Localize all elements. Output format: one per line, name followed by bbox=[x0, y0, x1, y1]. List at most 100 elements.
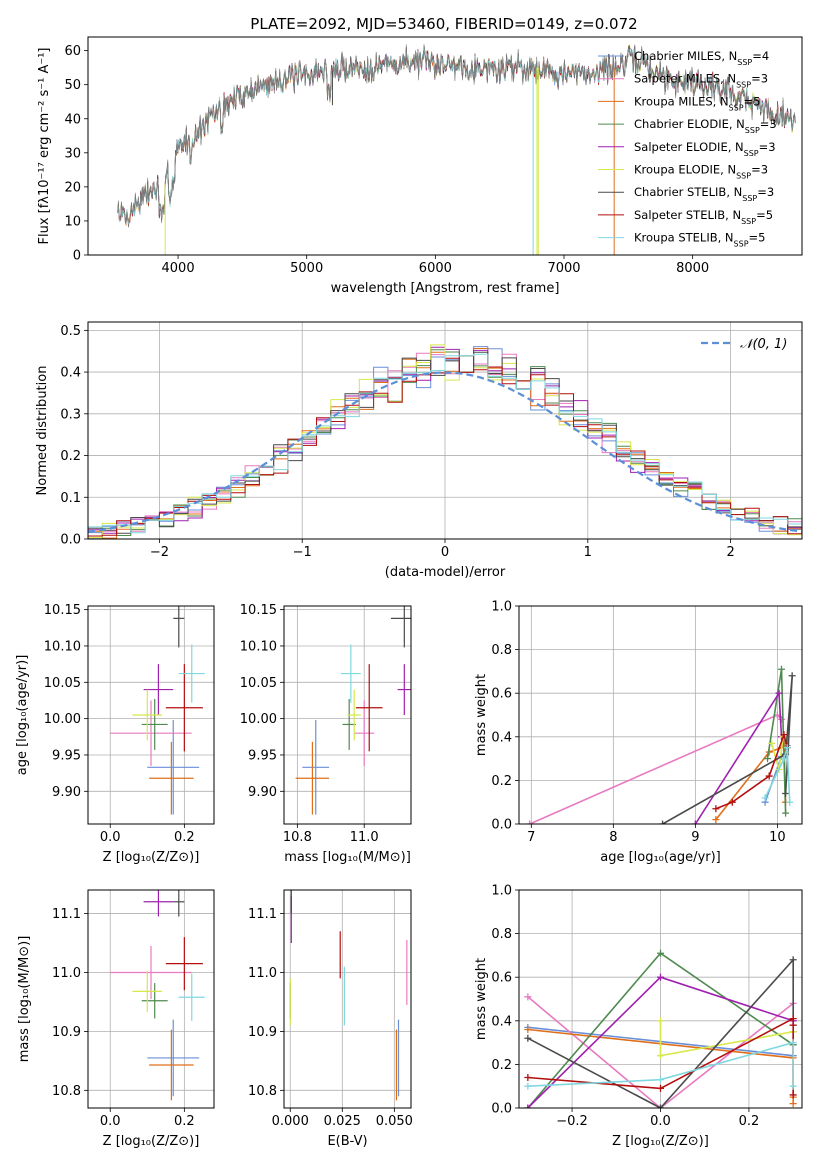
x-tick-label: 9 bbox=[691, 830, 699, 845]
legend-nssp: =5 bbox=[756, 208, 773, 222]
y-tick-label: 0.0 bbox=[491, 818, 512, 833]
y-tick-label: 0.8 bbox=[491, 927, 512, 942]
legend-subscript: SSP bbox=[736, 80, 751, 89]
weight-point bbox=[789, 1015, 797, 1023]
x-tick-label: 7000 bbox=[547, 261, 580, 276]
x-tick-label: −0.2 bbox=[556, 1114, 588, 1129]
weight-point bbox=[524, 1082, 532, 1090]
x-tick-label: −1 bbox=[293, 545, 312, 560]
x-axis-label: Z [log₁₀(Z/Z⊙)] bbox=[103, 850, 200, 865]
y-tick-label: 0.3 bbox=[60, 407, 81, 422]
legend-nssp: =3 bbox=[759, 140, 776, 154]
age-vs-mass-panel: 10.8 11.0 9.90 9.95 10.00 10.05 10.10 10.15 mass… bbox=[240, 603, 412, 865]
mass-vs-Z-plot-area bbox=[110, 890, 205, 1101]
y-tick-label: 40 bbox=[64, 112, 81, 127]
y-tick-label: 10.9 bbox=[248, 1025, 277, 1040]
weight-point bbox=[524, 1026, 532, 1034]
legend-subscript: SSP bbox=[744, 148, 759, 157]
age-vs-mass-axes: 10.8 11.0 9.90 9.95 10.00 10.05 10.10 10.15 mass… bbox=[240, 603, 412, 865]
weight-point bbox=[788, 672, 796, 680]
weight-point bbox=[657, 949, 664, 957]
x-tick-label: 8000 bbox=[676, 261, 709, 276]
y-axis-label: mass weight bbox=[474, 958, 489, 1040]
axes-frame bbox=[283, 605, 412, 825]
legend-label: Kroupa ELODIE, NSSP=3 bbox=[634, 163, 768, 181]
weight-point bbox=[789, 1039, 797, 1047]
legend-label: Salpeter STELIB, NSSP=5 bbox=[634, 208, 773, 226]
weight-vs-Z-panel: −0.2 0.0 0.2 0.0 0.2 0.4 0.6 0.8 1.0 Z [log₁₀(Z/Z… bbox=[474, 884, 803, 1149]
x-tick-label: 0.025 bbox=[324, 1114, 361, 1129]
normal-curve-line bbox=[88, 371, 802, 533]
weight-point bbox=[789, 1100, 797, 1108]
residuals-axes: −2 −1 0 1 2 0.0 0.1 0.2 0.3 0.4 0.5 (data-model)/er… bbox=[35, 321, 803, 580]
weight-point bbox=[765, 772, 773, 780]
y-tick-label: 10 bbox=[64, 214, 81, 229]
x-tick-label: 11.0 bbox=[350, 830, 379, 845]
y-tick-label: 9.95 bbox=[52, 748, 81, 763]
legend-subscript: SSP bbox=[734, 239, 749, 248]
axes-frame bbox=[518, 605, 803, 825]
legend-nssp: =4 bbox=[752, 49, 769, 63]
legend-label: Salpeter ELODIE, NSSP=3 bbox=[634, 140, 776, 158]
weight-point bbox=[657, 1017, 664, 1025]
spectrum-data-line bbox=[117, 44, 796, 228]
mass-vs-Z-axes: 0.0 0.2 10.8 10.9 11.0 11.1 Z [log₁₀(Z/Z⊙)] mas… bbox=[17, 889, 215, 1149]
x-tick-label: 1 bbox=[584, 545, 592, 560]
mass-vs-EBV-axes: 0.000 0.025 0.050 10.8 10.9 11.0 11.1 E(B-V) bbox=[248, 889, 413, 1149]
x-tick-label: 0.000 bbox=[272, 1114, 309, 1129]
y-tick-label: 11.1 bbox=[248, 907, 277, 922]
legend-label: Chabrier STELIB, NSSP=3 bbox=[634, 185, 774, 203]
weight-vs-Z-plot-area bbox=[524, 949, 797, 1108]
y-tick-label: 30 bbox=[64, 146, 81, 161]
legend-label: Kroupa STELIB, NSSP=5 bbox=[634, 231, 765, 249]
weight-line bbox=[527, 957, 794, 1108]
x-axis-label: mass [log₁₀(M/M⊙)] bbox=[284, 850, 411, 865]
y-tick-label: 20 bbox=[64, 180, 81, 195]
x-axis-label: E(B-V) bbox=[327, 1134, 367, 1149]
mass-vs-Z-panel: 0.0 0.2 10.8 10.9 11.0 11.1 Z [log₁₀(Z/Z⊙)] mas… bbox=[17, 889, 215, 1149]
residuals-plot-area bbox=[88, 344, 802, 539]
age-vs-Z-plot-area bbox=[110, 606, 205, 815]
weight-point bbox=[524, 1034, 532, 1042]
x-tick-label: 0.0 bbox=[650, 1114, 671, 1129]
y-tick-label: 10.10 bbox=[240, 639, 277, 654]
legend-nssp: =5 bbox=[749, 231, 766, 245]
y-tick-label: 50 bbox=[64, 78, 81, 93]
y-tick-label: 10.8 bbox=[248, 1084, 277, 1099]
weight-vs-age-panel: 7 8 9 10 0.0 0.2 0.4 0.6 0.8 1.0 age [log₁₀(age/yr… bbox=[474, 600, 803, 865]
y-tick-label: 0.6 bbox=[491, 971, 512, 986]
legend-label: Salpeter MILES, NSSP=3 bbox=[634, 72, 768, 90]
spectrum-plot-area bbox=[117, 44, 796, 255]
legend-subscript: SSP bbox=[742, 194, 757, 203]
y-tick-label: 11.0 bbox=[52, 966, 81, 981]
y-tick-label: 60 bbox=[64, 44, 81, 59]
legend-nssp: =3 bbox=[760, 117, 777, 131]
weight-vs-age-axes: 7 8 9 10 0.0 0.2 0.4 0.6 0.8 1.0 age [log₁₀(age/yr… bbox=[474, 600, 803, 865]
y-tick-label: 0.2 bbox=[491, 774, 512, 789]
x-tick-label: 10.8 bbox=[283, 830, 312, 845]
y-tick-label: 10.15 bbox=[240, 603, 277, 618]
weight-point bbox=[789, 956, 797, 964]
legend-nssp: =3 bbox=[757, 185, 774, 199]
y-axis-label: mass [log₁₀(M/M⊙)] bbox=[17, 936, 32, 1063]
weight-point bbox=[786, 798, 794, 806]
weight-vs-age-plot-area bbox=[526, 665, 796, 824]
age-vs-Z-axes: 0.0 0.2 9.90 9.95 10.00 10.05 10.10 10.15 Z [log… bbox=[15, 603, 215, 865]
y-tick-label: 0.1 bbox=[60, 491, 81, 506]
weight-point bbox=[789, 1082, 797, 1090]
y-tick-label: 0.5 bbox=[60, 324, 81, 339]
x-tick-label: 6000 bbox=[419, 261, 452, 276]
y-tick-label: 0 bbox=[73, 249, 81, 264]
y-tick-label: 0.8 bbox=[491, 643, 512, 658]
legend-label: Chabrier ELODIE, NSSP=3 bbox=[634, 117, 777, 135]
weight-point bbox=[524, 993, 532, 1001]
y-tick-label: 9.90 bbox=[52, 785, 81, 800]
y-tick-label: 10.15 bbox=[44, 603, 81, 618]
weight-point bbox=[780, 731, 788, 739]
weight-point bbox=[657, 1104, 664, 1108]
weight-point bbox=[524, 1104, 532, 1108]
weight-point bbox=[657, 1084, 664, 1092]
x-tick-label: 2 bbox=[726, 545, 734, 560]
figure-title: PLATE=2092, MJD=53460, FIBERID=0149, z=0… bbox=[250, 15, 637, 33]
weight-point bbox=[657, 1076, 664, 1084]
